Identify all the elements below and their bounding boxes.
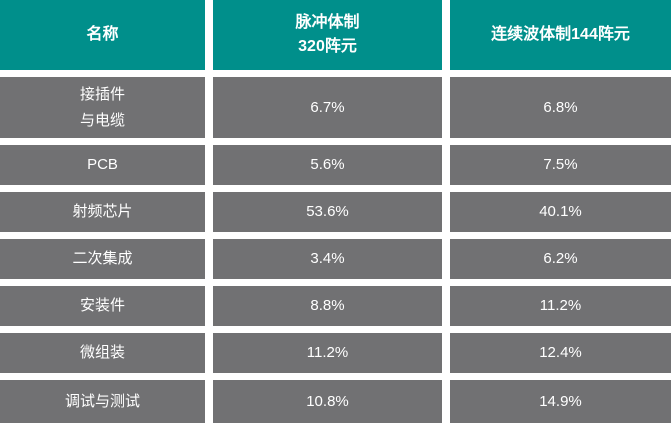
- value-cell-pulse-mounting-parts: 8.8%: [213, 286, 442, 326]
- value-cell-pulse-micro-assembly: 11.2%: [213, 333, 442, 373]
- row-label-text: 调试与测试: [64, 392, 140, 410]
- value-cell-cw-secondary-integration: 6.2%: [450, 239, 671, 279]
- value-text: 40.1%: [539, 203, 582, 221]
- row-label-rf-chip: 射频芯片: [0, 192, 205, 232]
- value-cell-cw-debug-test: 14.9%: [450, 380, 671, 423]
- value-cell-cw-connectors: 6.8%: [450, 77, 671, 138]
- value-text: 6.2%: [543, 250, 578, 268]
- row-label-line1: 接插件: [79, 86, 125, 103]
- row-label-pcb: PCB: [0, 145, 205, 185]
- header-label-pulse-line2: 320阵元: [298, 38, 357, 55]
- value-text: 11.2%: [306, 344, 349, 362]
- header-label-pulse-line1: 脉冲体制: [295, 14, 360, 31]
- row-label-text: 安装件: [79, 297, 125, 315]
- header-cell-pulse-320: 脉冲体制 320阵元: [213, 0, 442, 70]
- header-label-name: 名称: [86, 26, 119, 43]
- value-text: 14.9%: [539, 392, 582, 410]
- value-text: 8.8%: [310, 297, 345, 315]
- value-text: 12.4%: [539, 344, 582, 362]
- row-label-connectors-cables: 接插件 与电缆: [0, 77, 205, 138]
- header-cell-name: 名称: [0, 0, 205, 70]
- row-label-debug-test: 调试与测试: [0, 380, 205, 423]
- row-label-line2: 与电缆: [79, 111, 125, 129]
- value-cell-pulse-secondary-integration: 3.4%: [213, 239, 442, 279]
- value-text: 11.2%: [539, 297, 582, 315]
- value-cell-pulse-pcb: 5.6%: [213, 145, 442, 185]
- value-cell-cw-micro-assembly: 12.4%: [450, 333, 671, 373]
- header-cell-cw-144: 连续波体制144阵元: [450, 0, 671, 70]
- value-text: 6.7%: [310, 98, 345, 116]
- value-cell-cw-rf-chip: 40.1%: [450, 192, 671, 232]
- value-text: 53.6%: [306, 203, 349, 221]
- row-label-text: PCB: [87, 156, 118, 174]
- value-cell-cw-mounting-parts: 11.2%: [450, 286, 671, 326]
- value-cell-pulse-rf-chip: 53.6%: [213, 192, 442, 232]
- row-label-mounting-parts: 安装件: [0, 286, 205, 326]
- row-label-text: 射频芯片: [72, 203, 133, 221]
- row-label-text: 二次集成: [72, 250, 133, 268]
- value-text: 3.4%: [310, 250, 345, 268]
- value-cell-pulse-debug-test: 10.8%: [213, 380, 442, 423]
- value-text: 6.8%: [543, 98, 578, 116]
- value-cell-pulse-connectors: 6.7%: [213, 77, 442, 138]
- row-label-text: 微组装: [79, 344, 125, 362]
- value-cell-cw-pcb: 7.5%: [450, 145, 671, 185]
- value-text: 5.6%: [310, 156, 345, 174]
- value-text: 10.8%: [306, 392, 349, 410]
- row-label-secondary-integration: 二次集成: [0, 239, 205, 279]
- header-label-cw: 连续波体制144阵元: [491, 26, 630, 43]
- value-text: 7.5%: [543, 156, 578, 174]
- row-label-micro-assembly: 微组装: [0, 333, 205, 373]
